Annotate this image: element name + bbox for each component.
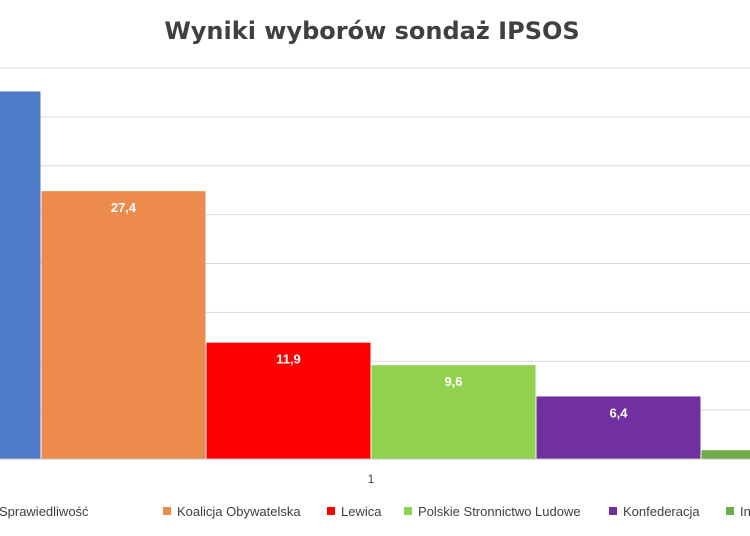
legend-label: Koalicja Obywatelska xyxy=(177,503,301,519)
bar-value-label: 9,6 xyxy=(444,374,462,389)
legend-item: Koalicja Obywatelska xyxy=(163,496,301,526)
legend-item: Polskie Stronnictwo Ludowe xyxy=(404,496,581,526)
bar-value-label: 27,4 xyxy=(111,200,137,215)
legend-item: In xyxy=(726,496,750,526)
bar xyxy=(371,365,536,459)
bar-value-label: 6,4 xyxy=(609,405,628,420)
x-tick-label: 1 xyxy=(368,472,375,486)
bar xyxy=(0,91,41,460)
legend-label: Prawo i Sprawiedliwość xyxy=(0,503,89,519)
legend-label: Lewica xyxy=(341,503,382,519)
bars: 27,4 11,9 9,6 6,4 xyxy=(0,91,750,460)
legend-label: In xyxy=(740,503,750,519)
bar xyxy=(206,342,371,459)
bar xyxy=(536,396,701,459)
legend-item: Lewica xyxy=(327,496,381,526)
legend-swatch xyxy=(163,507,171,515)
legend-item: Prawo i Sprawiedliwość xyxy=(0,496,89,526)
legend-label: Konfederacja xyxy=(623,503,700,519)
legend-swatch xyxy=(726,507,734,515)
legend-swatch xyxy=(404,507,412,515)
chart: Wyniki wyborów sondaż IPSOS 27,4 11,9 9,6 6… xyxy=(0,17,750,486)
bar xyxy=(41,191,206,460)
chart-title: Wyniki wyborów sondaż IPSOS xyxy=(164,17,579,45)
bar xyxy=(701,450,750,459)
legend: Prawo i Sprawiedliwość Koalicja Obywatels… xyxy=(0,496,750,526)
legend-item: Konfederacja xyxy=(609,496,700,526)
legend-swatch xyxy=(327,507,335,515)
legend-swatch xyxy=(609,507,617,515)
bar-value-label: 11,9 xyxy=(276,352,301,367)
legend-label: Polskie Stronnictwo Ludowe xyxy=(418,503,581,519)
